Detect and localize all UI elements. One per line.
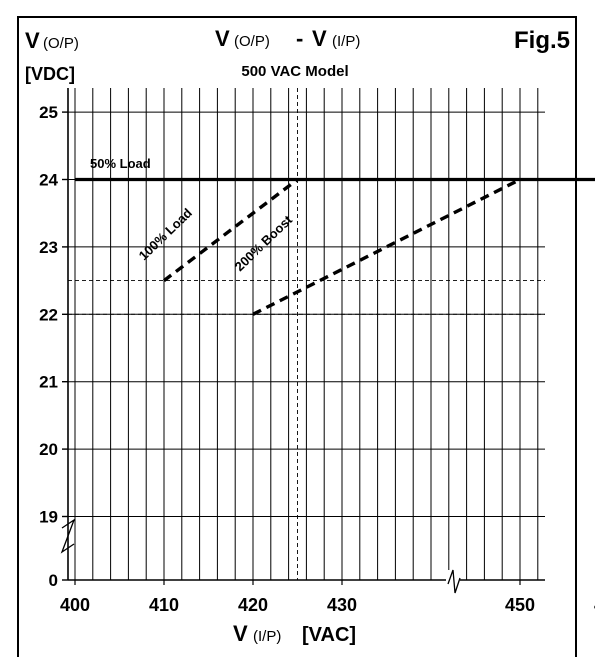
x-axis-unit: [VAC] [302, 624, 356, 646]
figure-frame [17, 16, 577, 657]
y-axis-break-marker [60, 518, 76, 554]
series-line [162, 178, 299, 282]
title-v1: V [215, 26, 230, 51]
series-label: 50% Load [90, 156, 151, 171]
x-tick-label: 410 [149, 595, 179, 615]
y-tick-label: 23 [39, 238, 58, 257]
series-line [252, 177, 521, 316]
x-tick-label: 430 [327, 595, 357, 615]
reference-lines [68, 88, 545, 580]
y-tick-label: 19 [39, 508, 58, 527]
y-tick-labels: 0 19 20 21 22 23 24 25 [39, 103, 58, 590]
x-axis-title-v: V [233, 621, 248, 646]
title-dash: - [296, 26, 303, 51]
series-label: 100% Load [136, 205, 195, 263]
x-tick-label: 400 [60, 595, 90, 615]
y-tick-label: 0 [49, 571, 58, 590]
minor-grid [74, 88, 539, 580]
x-tick-label: 460 [594, 595, 595, 615]
axis-breaks [60, 518, 461, 594]
y-axis-unit: [VDC] [25, 64, 75, 84]
x-axis-break-gap [446, 570, 460, 590]
x-axis-title-sub: (I/P) [253, 628, 281, 645]
y-tick-label: 24 [39, 171, 58, 190]
x-tick-labels: 400410420430450460540550 [60, 595, 595, 615]
x-axis-break-marker [447, 569, 461, 594]
y-tick-label: 20 [39, 440, 58, 459]
fig-label: Fig.5 [514, 27, 570, 54]
x-tick-label: 420 [238, 595, 268, 615]
chart-subtitle: 500 VAC Model [241, 63, 348, 80]
y-axis-title-v: V [25, 28, 40, 53]
y-tick-label: 25 [39, 103, 58, 122]
title-sub1: (O/P) [234, 33, 270, 50]
title-sub2: (I/P) [332, 33, 360, 50]
title-v2: V [312, 26, 327, 51]
x-tick-label: 450 [505, 595, 535, 615]
axes [62, 88, 545, 585]
y-tick-label: 22 [39, 305, 58, 324]
y-tick-label: 21 [39, 373, 58, 392]
y-axis-title-sub: (O/P) [43, 35, 79, 52]
series-lines [75, 177, 595, 316]
